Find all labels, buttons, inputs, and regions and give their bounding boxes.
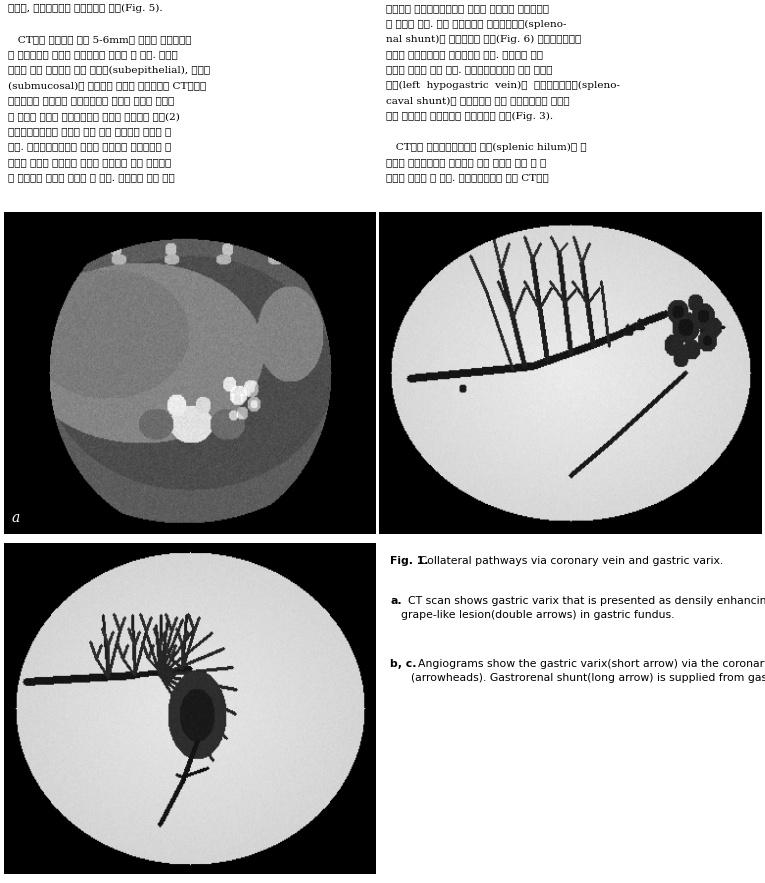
Text: (submucosal)에 위치하는 늘어난 정맥으로서 CT에서는: (submucosal)에 위치하는 늘어난 정맥으로서 CT에서는 <box>8 81 206 90</box>
Text: 맥류는 하부 식도벽을 따라 상피하(subepithelial), 점막하: 맥류는 하부 식도벽을 따라 상피하(subepithelial), 점막하 <box>8 65 210 75</box>
Text: b, c.: b, c. <box>390 659 417 669</box>
Text: caval shunt)을 형성하기도 하고 단위정맥이나 위대망: caval shunt)을 형성하기도 하고 단위정맥이나 위대망 <box>386 96 570 105</box>
Text: a: a <box>11 510 19 525</box>
Text: 위장관내로 튀어나온 조영증강되는 종괴의 형태나 두꺼위: 위장관내로 튀어나온 조영증강되는 종괴의 형태나 두꺼위 <box>8 96 174 105</box>
Text: 정맥(left  hypogastric  vein)과  비장대정맥단락(spleno-: 정맥(left hypogastric vein)과 비장대정맥단락(splen… <box>386 81 620 90</box>
Text: CT에서 비장주위정맥류는 비문(splenic hilum)과 비: CT에서 비장주위정맥류는 비문(splenic hilum)과 비 <box>386 142 587 152</box>
Text: b: b <box>386 510 396 525</box>
Text: 서 좌위정맥을 경유한 측부순환을 진단할 수 있다. 식도정: 서 좌위정맥을 경유한 측부순환을 진단할 수 있다. 식도정 <box>8 50 177 59</box>
Text: 맥을 경유하여 위정맥류를 형성하기도 한다(Fig. 3).: 맥을 경유하여 위정맥류를 형성하기도 한다(Fig. 3). <box>386 112 553 121</box>
Text: nal shunt)을 형성하기도 하고(Fig. 6) 부신주위정맥을: nal shunt)을 형성하기도 하고(Fig. 6) 부신주위정맥을 <box>386 35 581 44</box>
Text: CT scan shows gastric varix that is presented as densily enhancing
grape-like le: CT scan shows gastric varix that is pres… <box>401 596 765 620</box>
Text: 혈류는 전술한 바와 같다. 비장주위정맥류는 도한 좌하복: 혈류는 전술한 바와 같다. 비장주위정맥류는 도한 좌하복 <box>386 65 553 75</box>
Text: 인다. 식도주변정맥류는 식도의 후방으로 후종격동에 위: 인다. 식도주변정맥류는 식도의 후방으로 후종격동에 위 <box>8 142 171 152</box>
Text: c: c <box>11 850 19 864</box>
Text: Collateral pathways via coronary vein and gastric varix.: Collateral pathways via coronary vein an… <box>416 556 723 566</box>
Text: 로 호르게 된다. 또한 좌신정맥과 비장신장단락(spleno-: 로 호르게 된다. 또한 좌신정맥과 비장신장단락(spleno- <box>386 19 567 28</box>
Text: 주위의 지방조직내에 위치하며 좌측 신장의 외측 및 후: 주위의 지방조직내에 위치하며 좌측 신장의 외측 및 후 <box>386 158 546 167</box>
Text: a.: a. <box>390 596 402 606</box>
Text: 호르거나 척추주위정맥총을 통하여 기정맥과 반기정맥으: 호르거나 척추주위정맥총을 통하여 기정맥과 반기정맥으 <box>386 4 549 13</box>
Text: 기정맥, 반기정맥으로 연결되기도 한다(Fig. 5).: 기정맥, 반기정맥으로 연결되기도 한다(Fig. 5). <box>8 4 162 13</box>
Text: 진 식도벽 자체가 조영증강되는 형태로 나타나게 되며(2): 진 식도벽 자체가 조영증강되는 형태로 나타나게 되며(2) <box>8 112 180 121</box>
Text: 혈관조영술에서는 식도를 따라 길게 주행하는 형태를 보: 혈관조영술에서는 식도를 따라 길게 주행하는 형태를 보 <box>8 127 171 136</box>
Text: 상 후종격동 종괴로 오인될 수 있다. 위정맥류 역시 주로: 상 후종격동 종괴로 오인될 수 있다. 위정맥류 역시 주로 <box>8 173 174 182</box>
Text: Fig. 1.: Fig. 1. <box>390 556 428 566</box>
Text: CT에서 소망내의 직경 5-6mm의 정맥을 확인하므로: CT에서 소망내의 직경 5-6mm의 정맥을 확인하므로 <box>8 35 191 44</box>
Text: 치하는 굵어진 측부순환 정맥을 의미하며 단순 흉부촬영: 치하는 굵어진 측부순환 정맥을 의미하며 단순 흉부촬영 <box>8 158 171 167</box>
Text: ↑↑: ↑↑ <box>228 392 247 405</box>
Text: 에서도 발견될 수 있다. 비장신장단락의 경우 CT에서: 에서도 발견될 수 있다. 비장신장단락의 경우 CT에서 <box>386 173 549 182</box>
Text: 유하여 좌신정맥으로 연결되기도 한다. 좌신정맥 이후: 유하여 좌신정맥으로 연결되기도 한다. 좌신정맥 이후 <box>386 50 543 59</box>
Text: Angiograms show the gastric varix(short arrow) via the coronary vein
(arrowheads: Angiograms show the gastric varix(short … <box>411 659 765 683</box>
